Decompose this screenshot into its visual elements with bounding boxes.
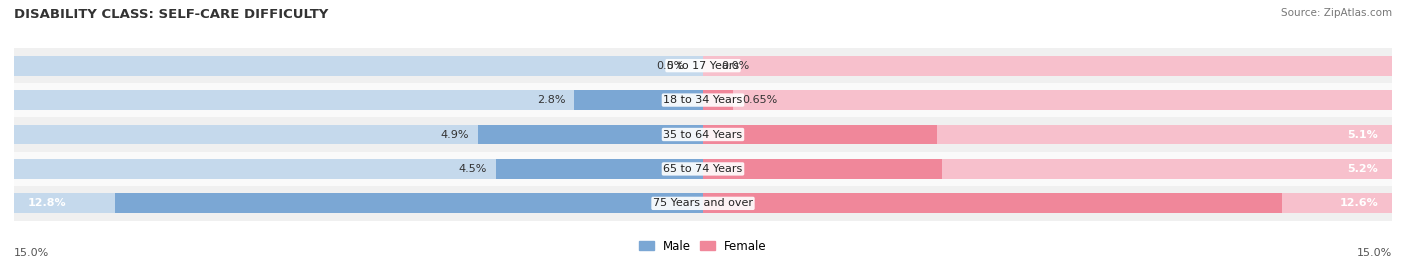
Text: 2.8%: 2.8% (537, 95, 565, 105)
Bar (14, 48, 1392, 83)
Bar (14, 186, 1392, 221)
Bar (14, 90, 703, 110)
Text: 5.2%: 5.2% (1347, 164, 1378, 174)
Bar (703, 159, 1392, 179)
Bar (14, 193, 703, 213)
Text: 0.0%: 0.0% (657, 61, 685, 71)
Text: 18 to 34 Years: 18 to 34 Years (664, 95, 742, 105)
Bar (703, 193, 1392, 213)
Text: 12.8%: 12.8% (28, 198, 66, 208)
Text: DISABILITY CLASS: SELF-CARE DIFFICULTY: DISABILITY CLASS: SELF-CARE DIFFICULTY (14, 8, 329, 21)
Bar (703, 56, 1392, 76)
Text: 4.9%: 4.9% (440, 129, 468, 140)
Bar (703, 125, 938, 144)
Bar (14, 152, 1392, 186)
Text: 15.0%: 15.0% (14, 248, 49, 258)
Bar (496, 159, 703, 179)
Text: 5 to 17 Years: 5 to 17 Years (666, 61, 740, 71)
Text: 15.0%: 15.0% (1357, 248, 1392, 258)
Bar (703, 90, 1392, 110)
Text: Source: ZipAtlas.com: Source: ZipAtlas.com (1281, 8, 1392, 18)
Text: 0.0%: 0.0% (721, 61, 749, 71)
Bar (703, 125, 1392, 144)
Text: 75 Years and over: 75 Years and over (652, 198, 754, 208)
Bar (115, 193, 703, 213)
Bar (14, 83, 1392, 117)
Text: 4.5%: 4.5% (458, 164, 486, 174)
Bar (703, 90, 733, 110)
Bar (14, 117, 1392, 152)
Bar (703, 193, 1282, 213)
Bar (478, 125, 703, 144)
Bar (703, 159, 942, 179)
Text: 35 to 64 Years: 35 to 64 Years (664, 129, 742, 140)
Text: 0.65%: 0.65% (742, 95, 778, 105)
Bar (14, 56, 703, 76)
Legend: Male, Female: Male, Female (640, 240, 766, 253)
Bar (575, 90, 703, 110)
Bar (14, 125, 703, 144)
Text: 12.6%: 12.6% (1340, 198, 1378, 208)
Bar (14, 159, 703, 179)
Text: 5.1%: 5.1% (1347, 129, 1378, 140)
Text: 65 to 74 Years: 65 to 74 Years (664, 164, 742, 174)
